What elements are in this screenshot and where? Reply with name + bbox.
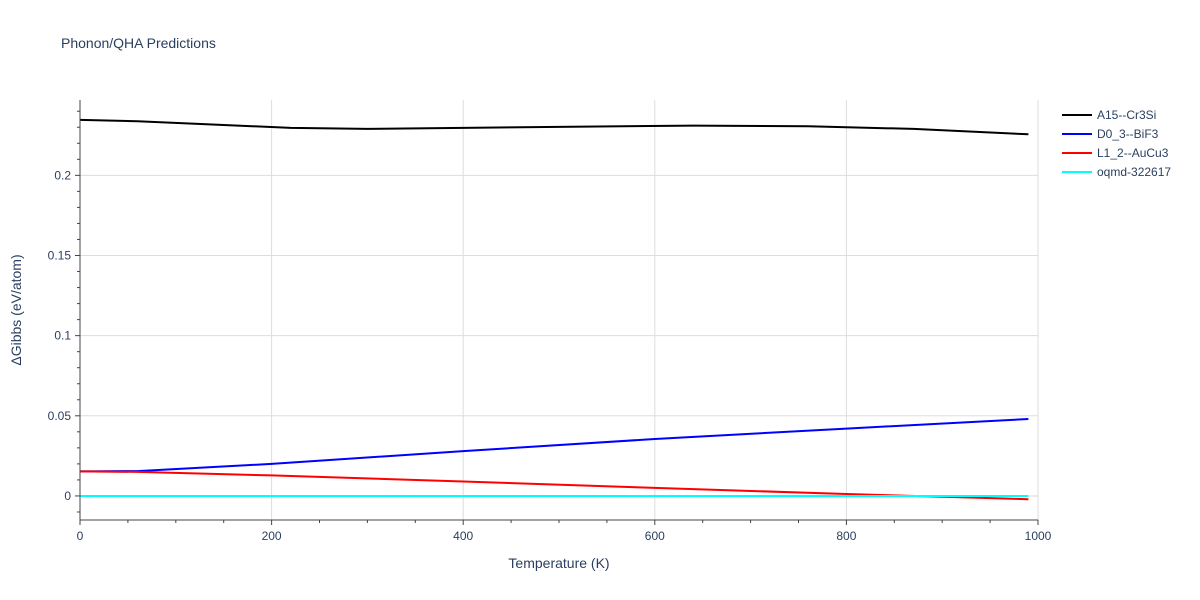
x-tick-label: 1000 (1025, 529, 1052, 543)
x-tick-label: 200 (262, 529, 282, 543)
y-tick-label: 0.15 (48, 248, 72, 262)
series-lines (79, 118, 1029, 501)
x-axis-title: Temperature (K) (508, 555, 609, 571)
y-axis-title: ΔGibbs (eV/atom) (8, 254, 24, 365)
legend-label: oqmd-322617 (1097, 165, 1171, 179)
x-tick-label: 800 (836, 529, 856, 543)
legend: A15--Cr3Si D0_3--BiF3 L1_2--AuCu3 oqmd-3226… (1062, 108, 1171, 179)
series-line-d0-3-bif3 (79, 418, 1029, 473)
legend-label: D0_3--BiF3 (1097, 127, 1159, 141)
y-tick-label: 0.1 (54, 329, 71, 343)
grid-lines (80, 100, 1039, 520)
legend-label: A15--Cr3Si (1097, 108, 1156, 122)
series-line-a15-cr3si (79, 118, 1029, 136)
y-tick-labels: 0 0.05 0.1 0.15 0.2 (48, 168, 72, 503)
legend-label: L1_2--AuCu3 (1097, 146, 1169, 160)
y-tick-label: 0.05 (48, 409, 72, 423)
x-tick-label: 600 (645, 529, 665, 543)
x-tick-label: 0 (77, 529, 84, 543)
x-tick-label: 400 (453, 529, 473, 543)
chart-title: Phonon/QHA Predictions (61, 35, 216, 51)
y-tick-label: 0.2 (54, 168, 71, 182)
axes (75, 100, 1039, 525)
x-tick-labels: 0 200 400 600 800 1000 (77, 529, 1052, 543)
y-tick-label: 0 (64, 489, 71, 503)
